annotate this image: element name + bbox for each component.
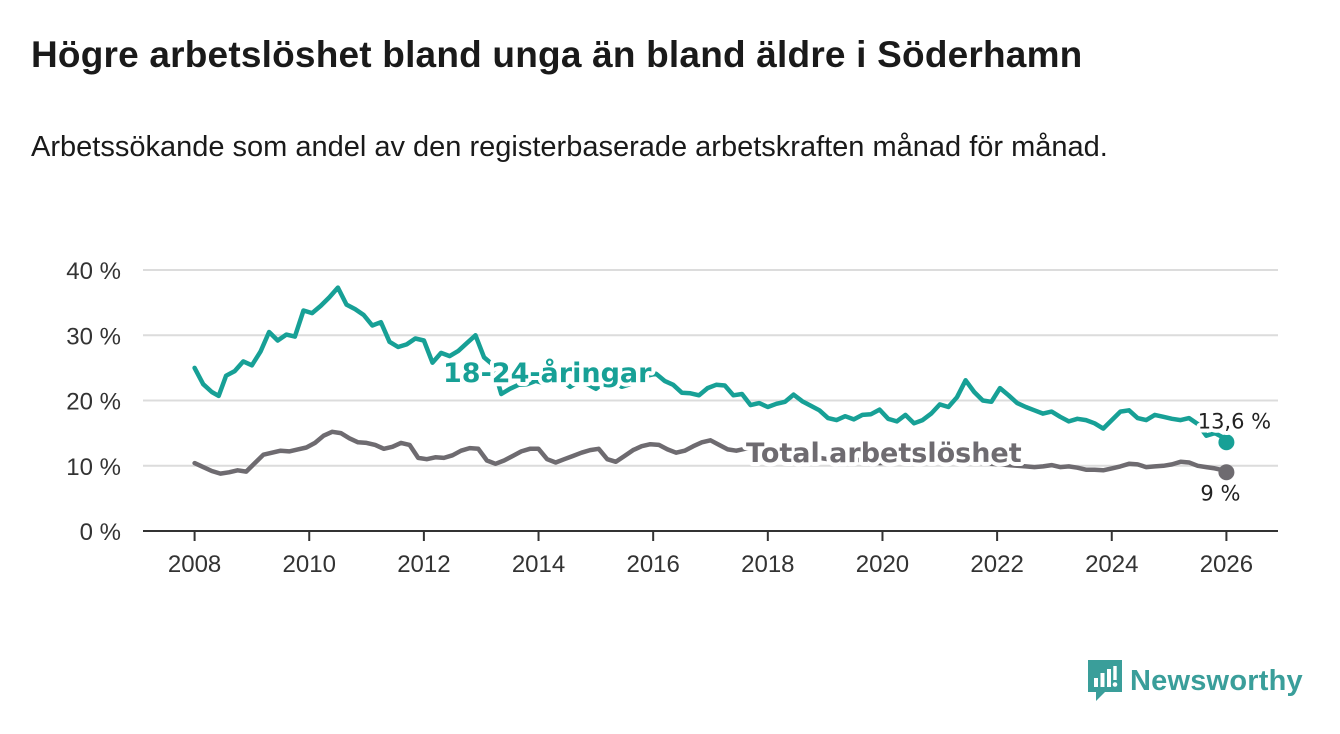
series-label-youth-halo: 18-24-åringar <box>443 357 652 389</box>
x-tick-label: 2018 <box>741 551 794 578</box>
series-line-0 <box>192 285 1229 445</box>
series-label-youth: 18-24-åringar <box>443 357 652 389</box>
chart-title: Högre arbetslöshet bland unga än bland ä… <box>31 34 1083 75</box>
x-tick-label: 2026 <box>1200 551 1253 578</box>
x-tick-label: 2008 <box>168 551 221 578</box>
x-tick-label: 2014 <box>512 551 565 578</box>
x-tick-label: 2022 <box>970 551 1023 578</box>
x-tick-label: 2012 <box>397 551 450 578</box>
series-label-total-halo: Total arbetslöshet <box>746 438 1022 469</box>
gridlines <box>143 269 1278 467</box>
series-end-point-0 <box>1218 434 1235 451</box>
series-lines <box>192 285 1235 481</box>
x-tick-label: 2016 <box>626 551 679 578</box>
end-label-youth: 13,6 % <box>1198 409 1271 433</box>
y-tick-label: 30 % <box>66 323 121 350</box>
y-tick-label: 40 % <box>66 258 121 285</box>
y-tick-label: 0 % <box>80 519 121 546</box>
end-label-youth-halo: 13,6 % <box>1198 409 1271 433</box>
series-label-total: Total arbetslöshet <box>746 438 1022 469</box>
brand-name: Newsworthy <box>1130 664 1303 697</box>
chart-subtitle: Arbetssökande som andel av den registerb… <box>31 131 1108 163</box>
y-tick-label: 20 % <box>66 389 121 416</box>
y-tick-label: 10 % <box>66 454 121 481</box>
y-axis: 0 % 10 % 20 % 30 % 40 % <box>66 258 121 546</box>
brand-logo: Newsworthy <box>1088 660 1303 702</box>
series-line-1 <box>192 429 1229 476</box>
x-tick-label: 2010 <box>283 551 336 578</box>
newsworthy-logo-icon <box>1088 660 1122 701</box>
x-tick-label: 2024 <box>1085 551 1138 578</box>
x-tick-label: 2020 <box>856 551 909 578</box>
x-axis: 2008 2010 2012 2014 2016 2018 2020 2022 2024 2026 <box>143 530 1278 578</box>
end-label-total-halo: 9 % <box>1200 481 1240 505</box>
series-end-point-1 <box>1218 464 1235 481</box>
end-label-total: 9 % <box>1200 481 1240 505</box>
